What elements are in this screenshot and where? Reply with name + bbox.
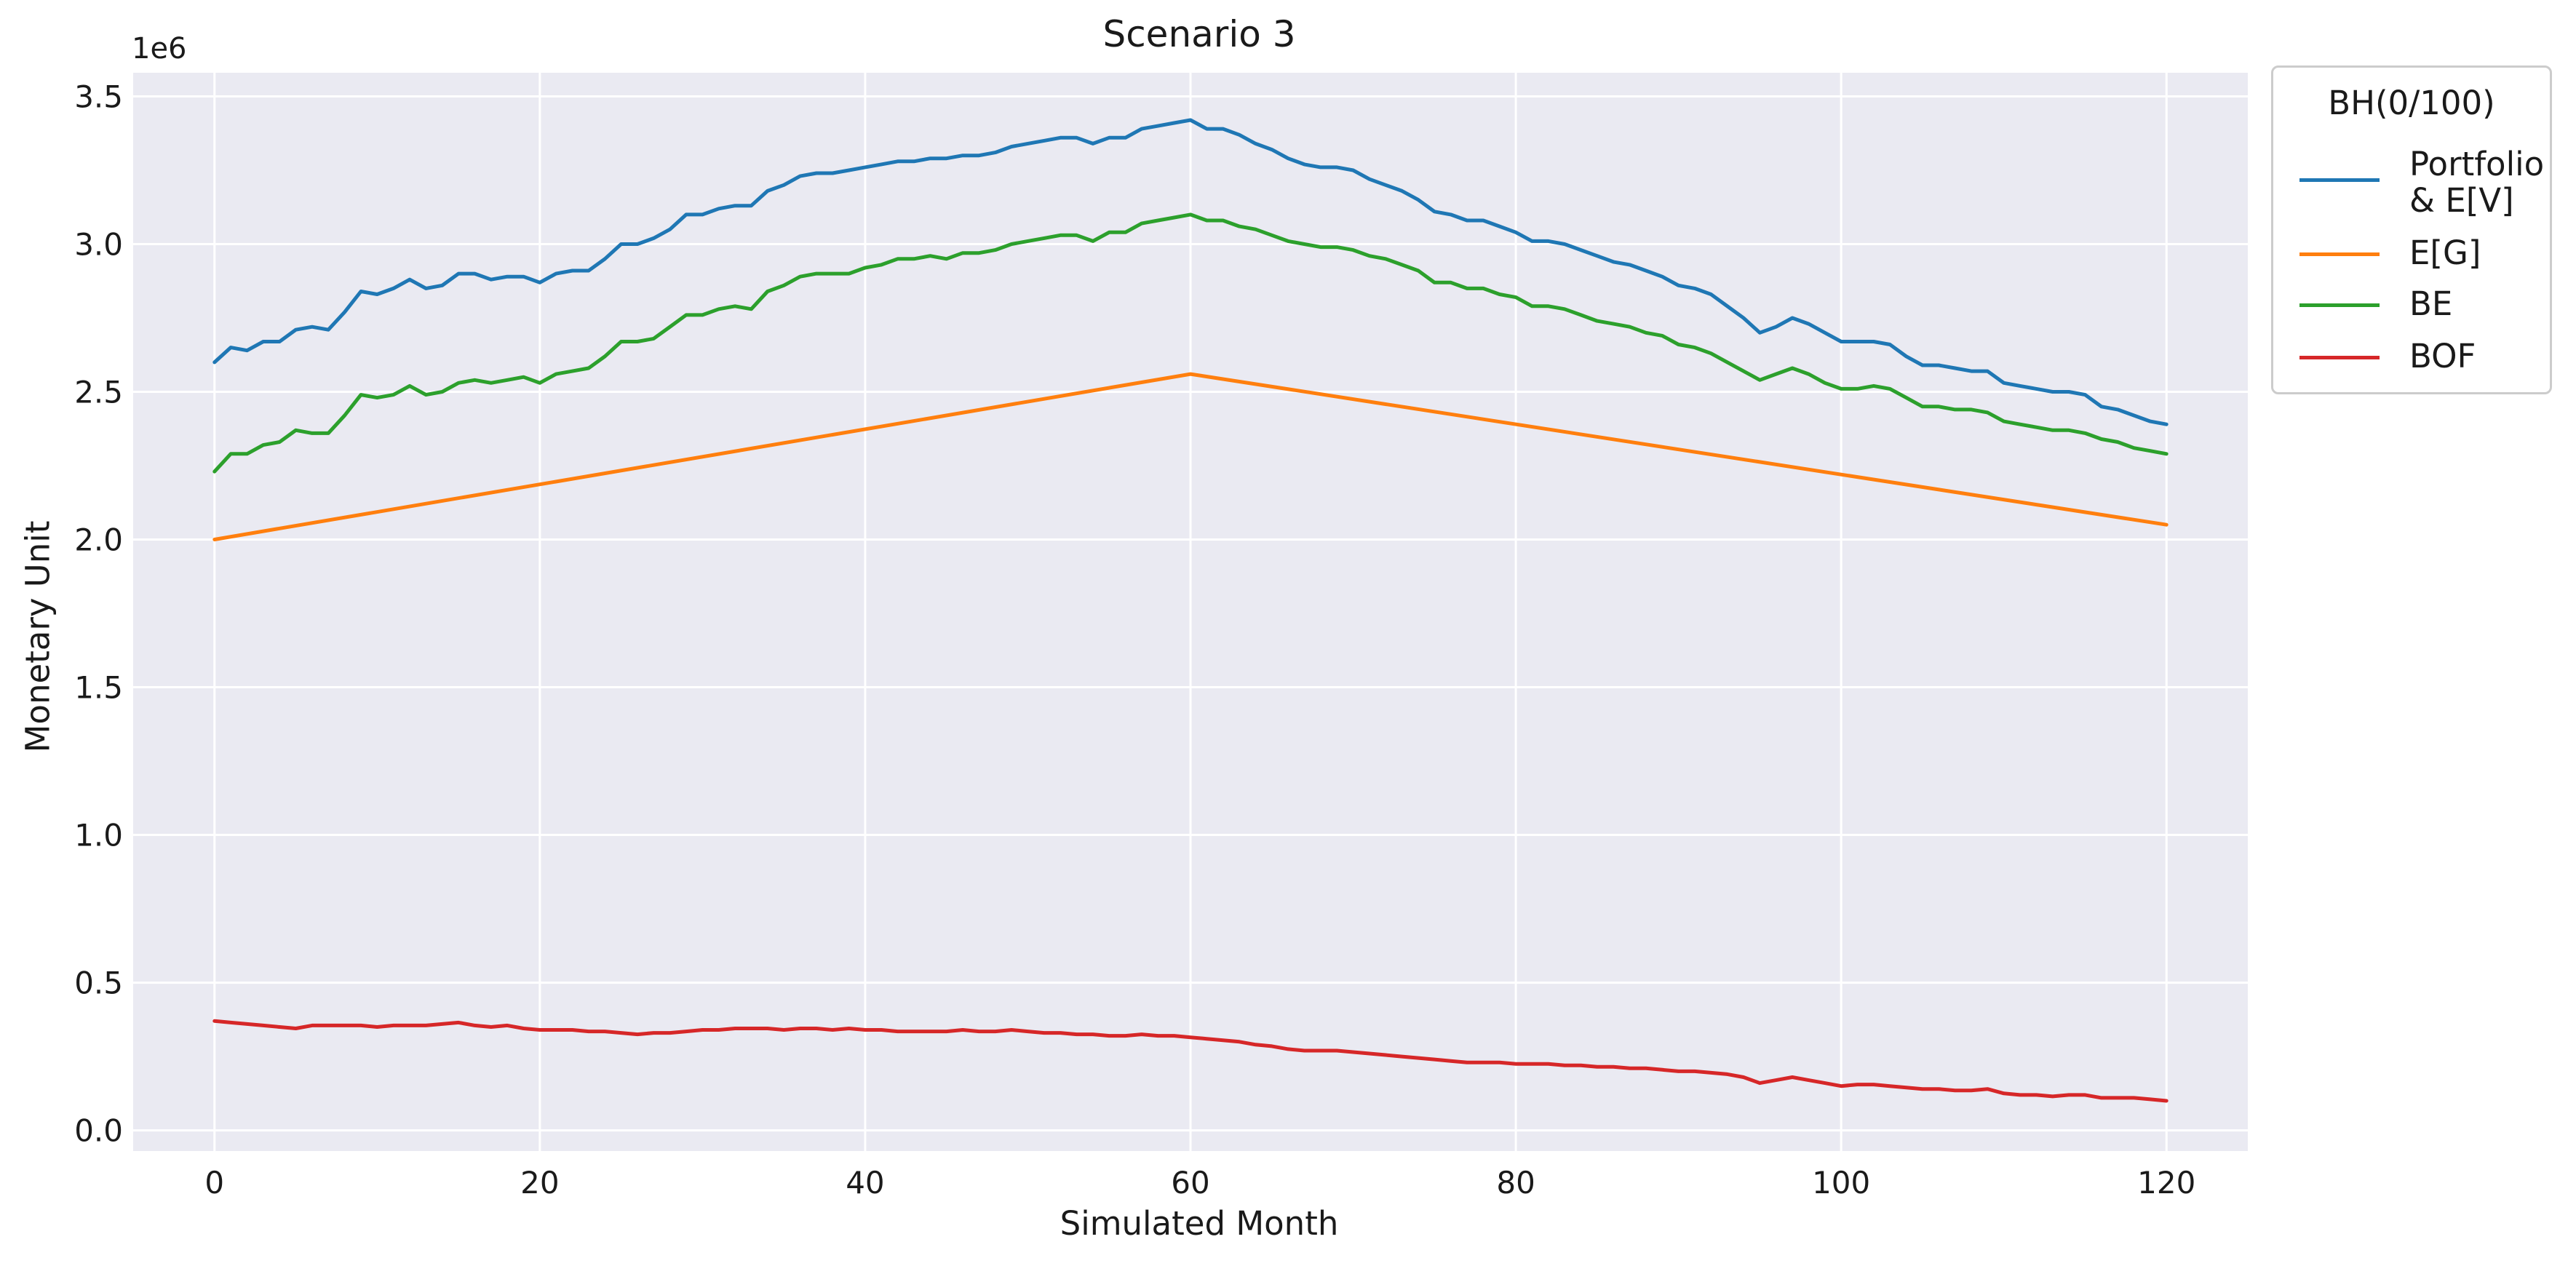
y-tick-label: 3.0 (74, 226, 123, 262)
y-tick-label: 0.0 (74, 1113, 123, 1149)
series-line-portfolio (212, 118, 2168, 426)
grid-lines (133, 73, 2248, 1151)
x-tick-label: 40 (846, 1165, 884, 1201)
legend-label-bof: BOF (2409, 337, 2476, 375)
x-tick-label: 60 (1171, 1165, 1209, 1201)
x-axis-label: Simulated Month (1060, 1204, 1339, 1243)
legend-label-portfolio: Portfolio & E[V] (2409, 145, 2545, 220)
legend-swatch-be (2299, 303, 2380, 307)
legend-title: BH(0/100) (2328, 84, 2495, 122)
y-tick-label: 1.0 (74, 818, 123, 853)
x-tick-label: 0 (204, 1165, 224, 1201)
legend-label-eg: E[G] (2409, 234, 2481, 272)
series-line-bof (212, 1019, 2168, 1103)
series-line-be (212, 212, 2168, 474)
x-tick-label: 20 (520, 1165, 559, 1201)
chart-title: Scenario 3 (1102, 13, 1296, 55)
y-tick-label: 2.5 (74, 375, 123, 410)
x-tick-label: 120 (2137, 1165, 2195, 1201)
y-tick-label: 1.5 (74, 670, 123, 706)
series-lines (212, 118, 2168, 1103)
y-axis-ticks: 0.0 0.5 1.0 1.5 2.0 2.5 3.0 3.5 (74, 79, 123, 1148)
legend-swatch-bof (2299, 356, 2380, 359)
legend: BH(0/100) Portfolio & E[V] E[G] BE BOF (2271, 65, 2552, 394)
legend-swatch-eg (2299, 252, 2380, 256)
series-line-eg (212, 372, 2168, 541)
x-axis-ticks: 0 20 40 60 80 100 120 (204, 1165, 2195, 1201)
y-tick-label: 3.5 (74, 79, 123, 114)
y-tick-label: 2.0 (74, 522, 123, 558)
legend-label-be: BE (2409, 284, 2453, 323)
x-tick-label: 100 (1812, 1165, 1870, 1201)
y-axis-label: Monetary Unit (18, 520, 57, 753)
legend-swatch-portfolio (2299, 178, 2380, 182)
y-axis-multiplier: 1e6 (132, 32, 187, 65)
y-tick-label: 0.5 (74, 966, 123, 1001)
x-tick-label: 80 (1496, 1165, 1535, 1201)
